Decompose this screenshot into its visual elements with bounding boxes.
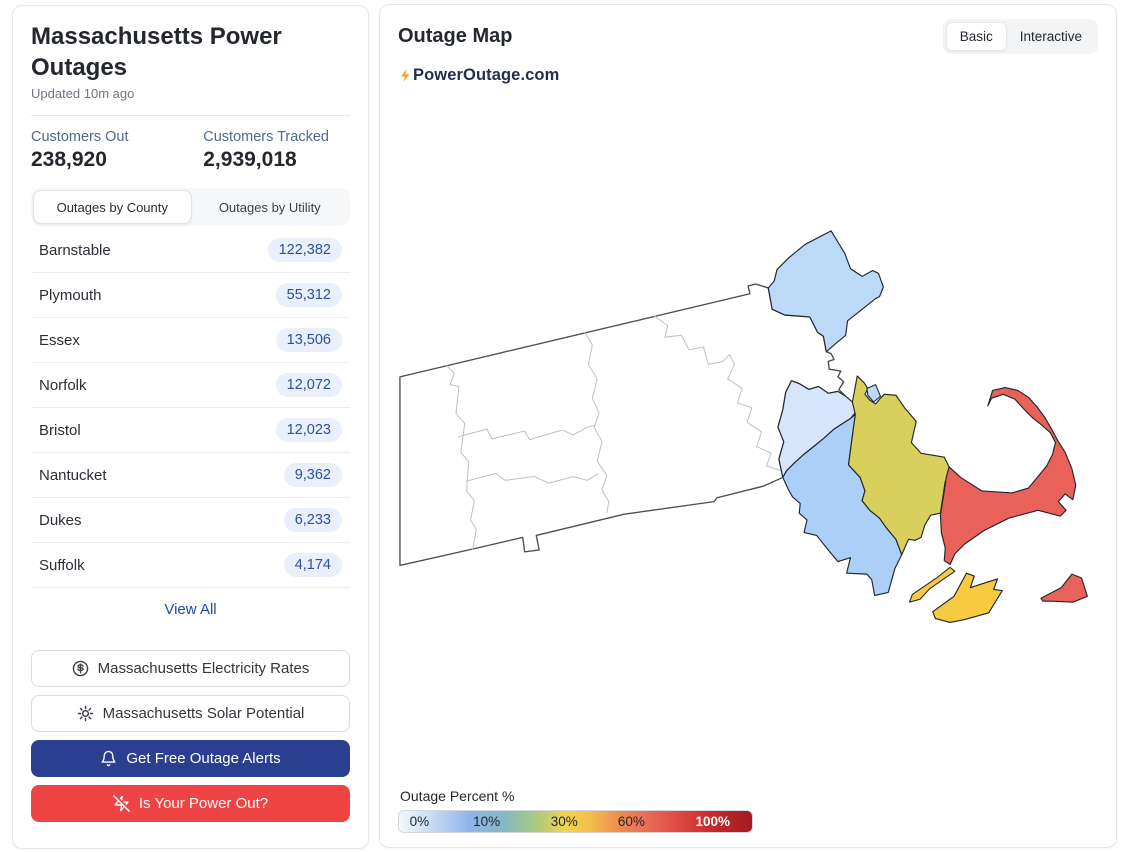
legend-tick-0: 0% (409, 814, 430, 829)
customers-out-label: Customers Out (31, 129, 129, 146)
legend-title: Outage Percent % (400, 788, 515, 804)
map-region-plymouth (847, 374, 955, 555)
county-outage-count: 9,362 (283, 463, 342, 488)
legend-tick-100: 100% (695, 814, 731, 829)
customers-tracked-label: Customers Tracked (203, 129, 329, 146)
table-row: Essex 13,506 (31, 318, 350, 364)
county-name: Barnstable (39, 241, 111, 259)
dollar-circle-icon (72, 661, 88, 677)
legend-tick-10: 10% (473, 814, 501, 829)
map-region-elizabeth-islands (908, 566, 956, 603)
legend-tick-60: 60% (617, 814, 645, 829)
electricity-rates-button[interactable]: Massachusetts Electricity Rates (31, 650, 350, 688)
county-name: Dukes (39, 511, 82, 529)
county-outage-count: 12,072 (275, 373, 342, 398)
view-all-link[interactable]: View All (164, 601, 217, 619)
solar-potential-button[interactable]: Massachusetts Solar Potential (31, 695, 350, 733)
map-header: Outage Map Basic Interactive (398, 19, 1098, 54)
map-region-cohasset (866, 383, 881, 403)
electricity-rates-label: Massachusetts Electricity Rates (97, 660, 310, 678)
lightning-bolt-icon (400, 69, 410, 82)
county-name: Suffolk (39, 556, 85, 574)
table-row: Norfolk 12,072 (31, 363, 350, 409)
outage-map-card: Outage Map Basic Interactive PowerOutage… (379, 4, 1117, 848)
map-title: Outage Map (398, 25, 513, 47)
outage-legend: Outage Percent % 0% 10% 30% 60% 100% (398, 788, 1098, 833)
outage-tabs: Outages by County Outages by Utility (31, 188, 350, 227)
map-region-dukes (932, 572, 1003, 623)
table-row: Nantucket 9,362 (31, 453, 350, 499)
county-outage-count: 13,506 (275, 328, 342, 353)
table-row: Plymouth 55,312 (31, 273, 350, 319)
customers-out-value: 238,920 (31, 148, 107, 172)
tab-outages-by-county[interactable]: Outages by County (33, 190, 192, 225)
county-name: Essex (39, 331, 80, 349)
tab-outages-by-utility[interactable]: Outages by Utility (218, 199, 321, 215)
customers-tracked-value: 2,939,018 (203, 148, 297, 172)
outage-summary-card: Massachusetts Power Outages Updated 10m … (12, 5, 369, 849)
updated-timestamp: Updated 10m ago (31, 86, 135, 102)
bell-icon (101, 751, 116, 767)
table-row: Dukes 6,233 (31, 498, 350, 544)
zap-off-icon (112, 795, 130, 813)
county-outage-count: 55,312 (275, 283, 342, 308)
divider (31, 115, 350, 117)
county-border-lines (446, 315, 786, 550)
customers-out-stat: Customers Out 238,920 (31, 129, 203, 172)
outage-alerts-label: Get Free Outage Alerts (126, 750, 281, 768)
map-mode-interactive[interactable]: Interactive (1019, 29, 1082, 44)
outage-alerts-button[interactable]: Get Free Outage Alerts (31, 740, 350, 778)
county-outage-count: 6,233 (283, 508, 342, 533)
page-title: Massachusetts Power Outages (31, 23, 282, 81)
massachusetts-outage-map (398, 85, 1098, 786)
map-region-barnstable (939, 386, 1077, 565)
map-mode-toggle: Basic Interactive (942, 19, 1098, 54)
county-name: Bristol (39, 421, 81, 439)
legend-tick-30: 30% (550, 814, 578, 829)
customers-tracked-stat: Customers Tracked 2,939,018 (203, 129, 350, 172)
table-row: Bristol 12,023 (31, 408, 350, 454)
power-out-button[interactable]: Is Your Power Out? (31, 785, 350, 823)
sun-icon (77, 706, 93, 722)
county-outage-count: 122,382 (267, 238, 342, 263)
map-region-nantucket (1040, 573, 1088, 603)
action-buttons: Massachusetts Electricity Rates Massachu… (31, 650, 350, 823)
solar-potential-label: Massachusetts Solar Potential (102, 705, 305, 723)
county-name: Nantucket (39, 466, 107, 484)
stats-row: Customers Out 238,920 Customers Tracked … (31, 129, 350, 172)
county-name: Plymouth (39, 286, 102, 304)
legend-gradient-bar: 0% 10% 30% 60% 100% (398, 810, 753, 833)
brand-text: PowerOutage.com (413, 66, 560, 84)
county-name: Norfolk (39, 376, 87, 394)
map-mode-basic[interactable]: Basic (945, 22, 1007, 51)
table-row: Barnstable 122,382 (31, 228, 350, 274)
table-row: Suffolk 4,174 (31, 543, 350, 589)
power-out-label: Is Your Power Out? (138, 795, 269, 813)
poweroutage-brand: PowerOutage.com (398, 66, 1098, 85)
map-region-essex (767, 229, 884, 352)
county-outage-count: 12,023 (275, 418, 342, 443)
county-outage-count: 4,174 (283, 553, 342, 578)
county-outage-list: Barnstable 122,382 Plymouth 55,312 Essex… (31, 228, 350, 589)
